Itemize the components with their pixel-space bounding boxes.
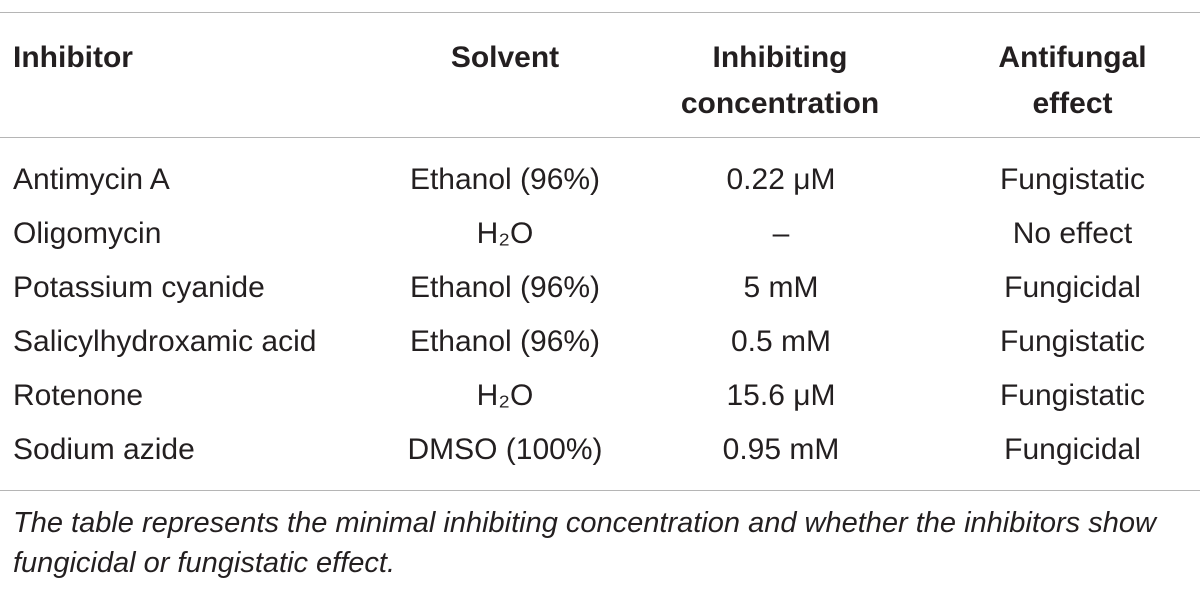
bottom-rule bbox=[0, 490, 1200, 491]
cell-inhibitor: Rotenone bbox=[13, 379, 144, 412]
cell-effect: Fungistatic bbox=[999, 379, 1146, 412]
table-row: Antimycin A Ethanol (96%) 0.22 μM Fungis… bbox=[0, 153, 1200, 207]
header-inhibitor-text: Inhibitor bbox=[13, 41, 133, 74]
header-solvent-text: Solvent bbox=[450, 41, 560, 74]
cell-solvent: H₂O bbox=[476, 379, 534, 412]
cell-concentration: 0.5 mM bbox=[730, 325, 832, 358]
header-rule bbox=[0, 137, 1200, 138]
header-concentration-line2: concentration bbox=[680, 87, 880, 120]
table-row: Potassium cyanide Ethanol (96%) 5 mM Fun… bbox=[0, 261, 1200, 315]
cell-effect: Fungicidal bbox=[1004, 433, 1141, 466]
cell-effect: Fungicidal bbox=[1004, 271, 1141, 304]
header-effect-line1: Antifungal bbox=[998, 41, 1147, 74]
table-row: Oligomycin H₂O – No effect bbox=[0, 207, 1200, 261]
cell-effect: Fungistatic bbox=[999, 325, 1146, 358]
header-effect: Antifungal effect bbox=[960, 35, 1185, 127]
table-row: Sodium azide DMSO (100%) 0.95 mM Fungici… bbox=[0, 423, 1200, 477]
cell-solvent: Ethanol (96%) bbox=[409, 163, 601, 196]
cell-solvent: H₂O bbox=[476, 217, 534, 250]
cell-concentration: 5 mM bbox=[743, 271, 819, 304]
header-inhibitor: Inhibitor bbox=[13, 35, 133, 81]
header-effect-line2: effect bbox=[1032, 87, 1113, 120]
cell-solvent: Ethanol (96%) bbox=[409, 271, 601, 304]
header-solvent: Solvent bbox=[380, 35, 630, 81]
header-concentration-line1: Inhibiting bbox=[712, 41, 848, 74]
header-concentration: Inhibiting concentration bbox=[650, 35, 910, 127]
cell-effect: No effect bbox=[1012, 217, 1133, 250]
cell-concentration: 15.6 μM bbox=[726, 379, 836, 412]
cell-inhibitor: Potassium cyanide bbox=[13, 271, 265, 304]
cell-inhibitor: Antimycin A bbox=[13, 163, 170, 196]
cell-concentration: – bbox=[772, 217, 790, 250]
cell-effect: Fungistatic bbox=[999, 163, 1146, 196]
top-rule bbox=[0, 12, 1200, 13]
cell-solvent: Ethanol (96%) bbox=[409, 325, 601, 358]
cell-inhibitor: Salicylhydroxamic acid bbox=[13, 325, 317, 358]
table-row: Rotenone H₂O 15.6 μM Fungistatic bbox=[0, 369, 1200, 423]
cell-concentration: 0.95 mM bbox=[722, 433, 840, 466]
cell-concentration: 0.22 μM bbox=[726, 163, 836, 196]
table-row: Salicylhydroxamic acid Ethanol (96%) 0.5… bbox=[0, 315, 1200, 369]
cell-inhibitor: Sodium azide bbox=[13, 433, 195, 466]
cell-inhibitor: Oligomycin bbox=[13, 217, 162, 250]
cell-solvent: DMSO (100%) bbox=[407, 433, 603, 466]
table-footnote: The table represents the minimal inhibit… bbox=[13, 507, 1156, 579]
